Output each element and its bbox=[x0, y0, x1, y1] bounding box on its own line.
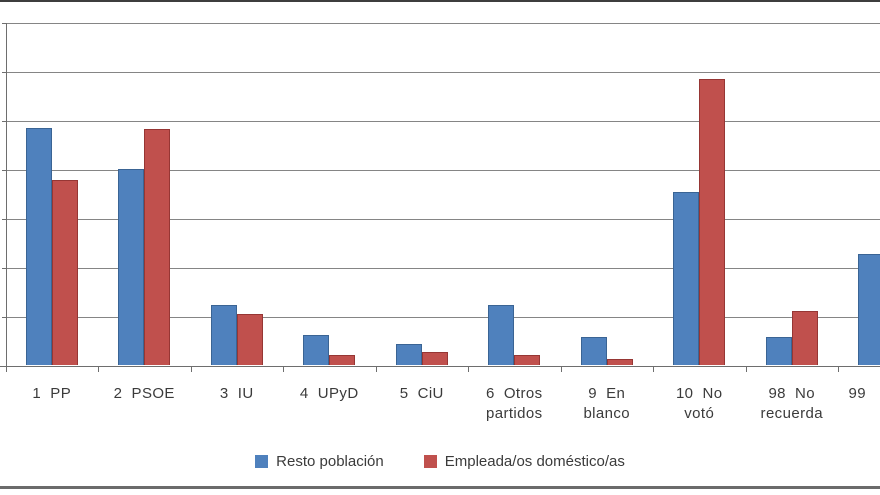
x-axis-label: 5 CiU bbox=[399, 385, 444, 402]
bar-resto-poblacion bbox=[488, 304, 515, 366]
x-axis-label: 9 En blanco bbox=[583, 385, 631, 422]
bar-resto-poblacion bbox=[673, 192, 700, 366]
x-axis-label: 4 UPyD bbox=[299, 385, 359, 402]
y-axis-tick bbox=[1, 267, 6, 269]
legend-item-empleada-domestica: Empleada/os doméstico/as bbox=[423, 452, 625, 470]
x-axis-tick bbox=[560, 366, 562, 372]
gridline bbox=[5, 120, 880, 122]
y-axis-line bbox=[5, 22, 7, 366]
bar-empleada-domestica bbox=[144, 129, 171, 366]
bar-resto-poblacion bbox=[765, 337, 792, 366]
bar-empleada-domestica bbox=[236, 313, 263, 366]
bar-empleada-domestica bbox=[606, 358, 633, 366]
bar-resto-poblacion bbox=[25, 128, 52, 366]
gridline bbox=[5, 316, 880, 318]
x-axis-tick bbox=[653, 366, 654, 372]
y-axis-tick bbox=[1, 120, 6, 122]
x-axis-tick bbox=[468, 366, 469, 372]
x-axis-label: 98 No recuerda bbox=[760, 385, 823, 422]
x-axis-line bbox=[0, 365, 880, 367]
bar-empleada-domestica bbox=[51, 180, 78, 366]
x-axis-tick bbox=[375, 366, 377, 372]
legend-label-resto-poblacion: Resto población bbox=[276, 452, 384, 470]
x-axis-tick bbox=[283, 366, 284, 372]
y-axis-tick bbox=[1, 71, 6, 73]
bar-empleada-domestica bbox=[421, 351, 448, 366]
bar-empleada-domestica bbox=[514, 354, 541, 366]
x-axis-label: 3 IU bbox=[219, 385, 254, 402]
bar-resto-poblacion bbox=[858, 253, 880, 366]
x-axis-label: 10 No votó bbox=[675, 385, 723, 422]
y-axis-tick bbox=[1, 218, 6, 220]
plot-area bbox=[0, 22, 880, 372]
legend-item-resto-poblacion: Resto población bbox=[255, 453, 384, 470]
bar-resto-poblacion bbox=[303, 335, 330, 366]
legend-swatch-red-icon bbox=[423, 454, 437, 468]
x-axis-tick bbox=[745, 366, 747, 372]
chart-bottom-border bbox=[0, 486, 880, 489]
gridline bbox=[5, 71, 880, 73]
gridline bbox=[5, 22, 880, 24]
chart-top-border bbox=[0, 0, 880, 2]
bar-resto-poblacion bbox=[395, 343, 422, 366]
y-axis-tick bbox=[1, 22, 6, 24]
bar-empleada-domestica bbox=[329, 354, 356, 366]
bar-empleada-domestica bbox=[699, 79, 726, 366]
y-axis-tick bbox=[1, 169, 6, 171]
legend-label-empleada-domestica: Empleada/os doméstico/as bbox=[444, 452, 625, 470]
gridline bbox=[5, 169, 880, 171]
x-axis-label: 6 Otros partidos bbox=[485, 385, 543, 422]
bar-resto-poblacion bbox=[580, 337, 607, 366]
x-axis-tick bbox=[190, 366, 192, 372]
legend-swatch-blue-icon bbox=[255, 454, 269, 468]
bar-resto-poblacion bbox=[118, 168, 145, 366]
gridline bbox=[5, 267, 880, 269]
x-axis-tick bbox=[5, 366, 7, 372]
gridline bbox=[5, 218, 880, 220]
x-axis-tick bbox=[98, 366, 99, 372]
bar-empleada-domestica bbox=[791, 310, 818, 366]
x-axis-label: 1 PP bbox=[32, 385, 72, 402]
legend: Resto población Empleada/os doméstico/as bbox=[0, 448, 880, 474]
x-axis-tick bbox=[838, 366, 839, 372]
bar-resto-poblacion bbox=[210, 304, 237, 366]
y-axis-tick bbox=[1, 316, 6, 318]
x-axis-label: 99 bbox=[848, 385, 866, 402]
x-axis-label: 2 PSOE bbox=[113, 385, 175, 402]
